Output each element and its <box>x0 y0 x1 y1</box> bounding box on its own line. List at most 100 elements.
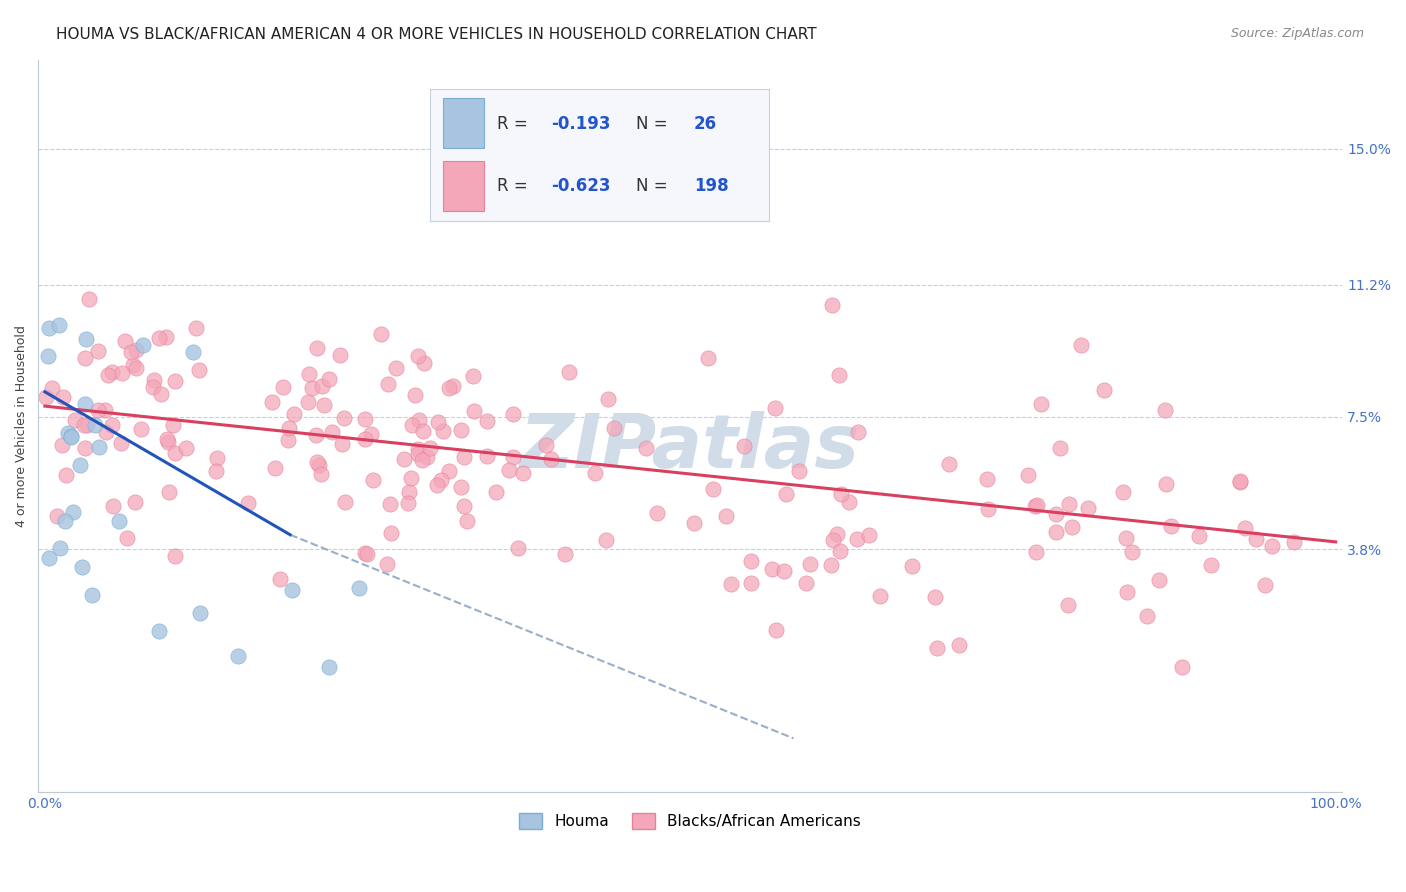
Point <box>437 381 460 395</box>
Point <box>155 330 177 344</box>
Point <box>80 589 103 603</box>
Point <box>427 416 450 430</box>
Point <box>411 453 433 467</box>
Point <box>87 403 110 417</box>
Point <box>408 413 430 427</box>
Point <box>330 437 353 451</box>
Point <box>269 572 291 586</box>
Point <box>45 508 67 523</box>
Point <box>603 420 626 434</box>
Point <box>281 582 304 597</box>
Point <box>453 450 475 464</box>
Point <box>148 331 170 345</box>
Point <box>283 407 305 421</box>
Point <box>412 424 434 438</box>
Point <box>87 440 110 454</box>
Point <box>187 363 209 377</box>
Point <box>901 558 924 573</box>
Point <box>94 425 117 439</box>
Point <box>75 332 97 346</box>
Point <box>41 380 63 394</box>
Point <box>477 449 499 463</box>
Point <box>554 547 576 561</box>
Point <box>236 496 259 510</box>
Point <box>305 341 328 355</box>
Point <box>789 464 811 478</box>
Point <box>512 466 534 480</box>
Point <box>181 344 204 359</box>
Point <box>441 379 464 393</box>
Point <box>432 425 454 439</box>
Point <box>740 554 762 568</box>
Point <box>129 422 152 436</box>
Point <box>277 421 299 435</box>
Point <box>1282 535 1305 549</box>
Point <box>1229 475 1251 490</box>
Point <box>1057 497 1080 511</box>
Point <box>1234 521 1257 535</box>
Point <box>740 576 762 591</box>
Point <box>385 360 408 375</box>
Point <box>101 418 124 433</box>
Point <box>159 485 181 500</box>
Point <box>398 485 420 500</box>
Point <box>97 368 120 382</box>
Point <box>858 528 880 542</box>
Point <box>404 388 426 402</box>
Y-axis label: 4 or more Vehicles in Household: 4 or more Vehicles in Household <box>15 325 28 526</box>
Point <box>1171 660 1194 674</box>
Point <box>132 337 155 351</box>
Point <box>305 455 328 469</box>
Point <box>1024 499 1046 513</box>
Point <box>733 439 755 453</box>
Point <box>924 591 946 605</box>
Point <box>1154 476 1177 491</box>
Point <box>1017 467 1039 482</box>
Point <box>830 487 852 501</box>
Point <box>59 430 82 444</box>
Point <box>53 514 76 528</box>
Point <box>1025 498 1047 512</box>
Point <box>1160 518 1182 533</box>
Point <box>823 533 845 547</box>
Point <box>101 499 124 513</box>
Point <box>318 372 340 386</box>
Point <box>73 351 96 366</box>
Point <box>558 365 581 379</box>
Point <box>1229 474 1251 488</box>
Point <box>205 450 228 465</box>
Point <box>416 450 439 464</box>
Point <box>534 437 557 451</box>
Point <box>120 345 142 359</box>
Point <box>115 531 138 545</box>
Point <box>186 321 208 335</box>
Point <box>1112 485 1135 500</box>
Point <box>426 478 449 492</box>
Point <box>228 649 250 664</box>
Point <box>1147 573 1170 587</box>
Point <box>125 343 148 358</box>
Point <box>948 638 970 652</box>
Point <box>1199 558 1222 572</box>
Point <box>1057 598 1080 612</box>
Point <box>502 407 524 421</box>
Point <box>794 575 817 590</box>
Point <box>312 398 335 412</box>
Point <box>401 417 423 432</box>
Point <box>977 501 1000 516</box>
Point <box>308 458 330 472</box>
Point <box>1049 442 1071 456</box>
Point <box>70 560 93 574</box>
Text: Source: ZipAtlas.com: Source: ZipAtlas.com <box>1230 27 1364 40</box>
Point <box>413 356 436 370</box>
Point <box>93 403 115 417</box>
Point <box>1092 383 1115 397</box>
Point <box>264 461 287 475</box>
Point <box>148 624 170 639</box>
Point <box>502 450 524 465</box>
Point <box>1115 531 1137 545</box>
Point <box>456 514 478 528</box>
Point <box>419 441 441 455</box>
Point <box>1045 507 1067 521</box>
Point <box>475 413 498 427</box>
